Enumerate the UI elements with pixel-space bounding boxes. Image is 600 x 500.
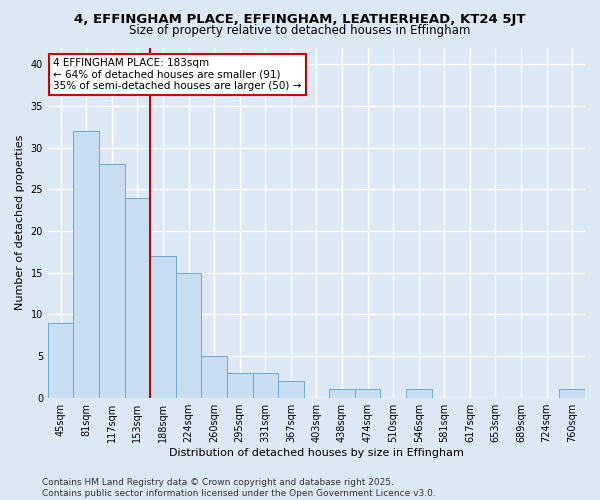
Bar	[278, 381, 304, 398]
Bar	[227, 372, 253, 398]
Bar	[329, 390, 355, 398]
X-axis label: Distribution of detached houses by size in Effingham: Distribution of detached houses by size …	[169, 448, 464, 458]
Bar	[125, 198, 150, 398]
Bar	[48, 322, 73, 398]
Text: Contains HM Land Registry data © Crown copyright and database right 2025.
Contai: Contains HM Land Registry data © Crown c…	[42, 478, 436, 498]
Bar	[253, 372, 278, 398]
Y-axis label: Number of detached properties: Number of detached properties	[15, 135, 25, 310]
Bar	[355, 390, 380, 398]
Bar	[73, 131, 99, 398]
Bar	[150, 256, 176, 398]
Bar	[202, 356, 227, 398]
Text: 4 EFFINGHAM PLACE: 183sqm
← 64% of detached houses are smaller (91)
35% of semi-: 4 EFFINGHAM PLACE: 183sqm ← 64% of detac…	[53, 58, 302, 91]
Bar	[559, 390, 585, 398]
Bar	[176, 272, 202, 398]
Text: 4, EFFINGHAM PLACE, EFFINGHAM, LEATHERHEAD, KT24 5JT: 4, EFFINGHAM PLACE, EFFINGHAM, LEATHERHE…	[74, 12, 526, 26]
Bar	[406, 390, 431, 398]
Bar	[99, 164, 125, 398]
Text: Size of property relative to detached houses in Effingham: Size of property relative to detached ho…	[130, 24, 470, 37]
